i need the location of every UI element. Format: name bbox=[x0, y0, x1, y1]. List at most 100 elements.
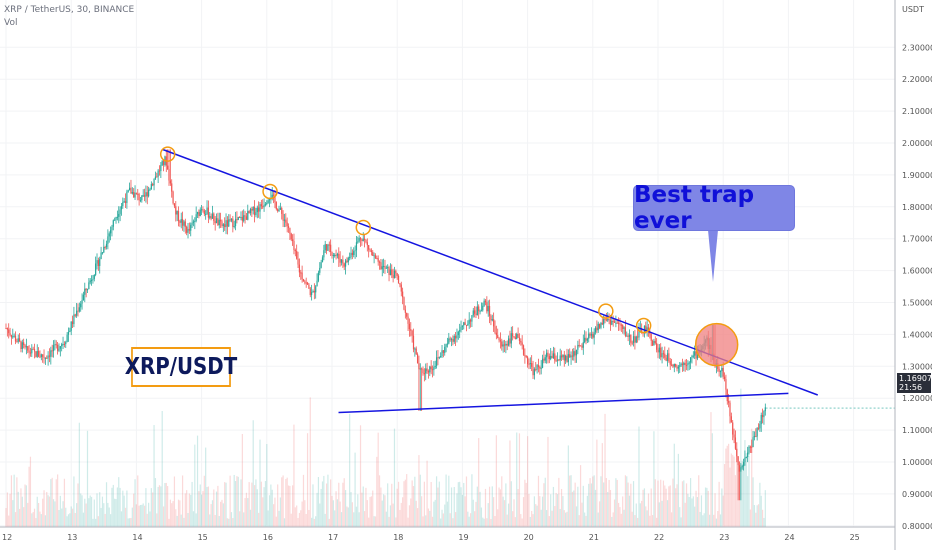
candle-body bbox=[100, 252, 102, 260]
volume-bar bbox=[256, 489, 258, 527]
candle-body bbox=[89, 280, 91, 283]
volume-bar bbox=[251, 482, 253, 527]
volume-bar bbox=[513, 499, 515, 527]
candle-body bbox=[751, 446, 753, 448]
candle-body bbox=[455, 336, 457, 339]
candle-body bbox=[518, 337, 521, 341]
trap-marker-circle bbox=[694, 322, 739, 367]
volume-bar bbox=[528, 493, 530, 527]
volume-bar bbox=[749, 509, 751, 527]
volume-bar bbox=[90, 496, 93, 527]
volume-bar bbox=[126, 490, 128, 527]
volume-bar bbox=[317, 477, 320, 527]
touch-marker-circle bbox=[355, 219, 372, 236]
volume-bar bbox=[562, 496, 564, 527]
candle-body bbox=[126, 191, 128, 204]
candle-body bbox=[224, 224, 226, 228]
volume-bar bbox=[129, 518, 131, 527]
volume-bar bbox=[327, 474, 329, 527]
volume-bar bbox=[676, 484, 678, 527]
y-tick-label: 1.00000 bbox=[902, 458, 932, 467]
volume-bar bbox=[339, 501, 341, 527]
candle-body bbox=[414, 348, 416, 350]
candle-body bbox=[474, 310, 476, 314]
candle-body bbox=[359, 237, 362, 240]
candle-body bbox=[289, 227, 291, 234]
volume-bar bbox=[510, 481, 512, 527]
candle-body bbox=[736, 448, 738, 457]
volume-bar bbox=[579, 465, 582, 527]
volume-bar bbox=[18, 508, 21, 527]
volume-legend[interactable]: Vol bbox=[4, 18, 18, 28]
volume-bar bbox=[554, 506, 556, 527]
candle-body bbox=[264, 204, 267, 206]
volume-bar bbox=[666, 500, 669, 527]
volume-bar bbox=[207, 486, 209, 527]
volume-bar bbox=[243, 512, 245, 527]
volume-bar bbox=[422, 516, 424, 527]
volume-bar bbox=[61, 508, 63, 527]
callout-annotation[interactable]: Best trap ever bbox=[633, 182, 795, 234]
volume-bar bbox=[734, 475, 737, 527]
candle-body bbox=[21, 342, 23, 349]
candle-body bbox=[229, 219, 231, 221]
volume-bar bbox=[574, 482, 576, 527]
candle-body bbox=[483, 300, 485, 306]
volume-bar bbox=[615, 478, 617, 527]
symbol-legend[interactable]: XRP / TetherUS, 30, BINANCE bbox=[4, 5, 135, 15]
x-tick-label: 14 bbox=[132, 533, 142, 542]
volume-bar bbox=[228, 518, 230, 527]
volume-bar bbox=[450, 487, 453, 527]
candle-body bbox=[32, 348, 34, 350]
volume-bar bbox=[740, 388, 742, 527]
volume-bar bbox=[741, 460, 743, 527]
candle-body bbox=[142, 195, 144, 197]
candle-body bbox=[624, 327, 626, 336]
candle-body bbox=[692, 355, 694, 357]
volume-bar bbox=[351, 502, 353, 527]
candle-body bbox=[472, 310, 474, 316]
candle-body bbox=[319, 267, 321, 273]
candle-body bbox=[400, 284, 402, 292]
volume-bar bbox=[604, 413, 606, 527]
candle-body bbox=[325, 244, 328, 251]
candle-body bbox=[527, 356, 529, 365]
volume-bar bbox=[249, 509, 252, 527]
candle-body bbox=[430, 366, 432, 370]
candle-body bbox=[418, 363, 420, 370]
candle-body bbox=[661, 353, 663, 358]
candle-body bbox=[111, 226, 113, 231]
candle-body bbox=[145, 192, 147, 197]
candle-body bbox=[415, 348, 417, 355]
volume-bar bbox=[719, 514, 722, 527]
pair-label-box[interactable]: XRP/USDT bbox=[125, 347, 237, 387]
volume-bar bbox=[592, 476, 594, 527]
volume-bar bbox=[586, 495, 588, 527]
volume-bar bbox=[747, 476, 749, 527]
candle-body bbox=[251, 208, 253, 211]
volume-bar bbox=[222, 503, 224, 527]
candle-body bbox=[69, 330, 71, 332]
volume-bar bbox=[632, 481, 635, 527]
volume-bar bbox=[628, 495, 631, 527]
candle-body bbox=[358, 237, 360, 242]
candle-body bbox=[449, 338, 451, 340]
volume-bar bbox=[690, 478, 692, 527]
volume-bar bbox=[25, 485, 27, 527]
candle-body bbox=[457, 331, 459, 336]
volume-bar bbox=[745, 453, 747, 527]
volume-bar bbox=[66, 516, 68, 527]
volume-bar bbox=[687, 493, 689, 527]
candle-body bbox=[274, 195, 276, 203]
candle-body bbox=[759, 424, 761, 429]
volume-bar bbox=[44, 515, 46, 527]
volume-bar bbox=[751, 428, 753, 527]
candle-body bbox=[687, 363, 689, 365]
volume-bar bbox=[336, 499, 339, 527]
candle-body bbox=[607, 319, 609, 321]
candle-body bbox=[718, 368, 720, 372]
volume-bar bbox=[298, 512, 300, 527]
candle-body bbox=[442, 350, 444, 353]
volume-bar bbox=[10, 475, 13, 527]
